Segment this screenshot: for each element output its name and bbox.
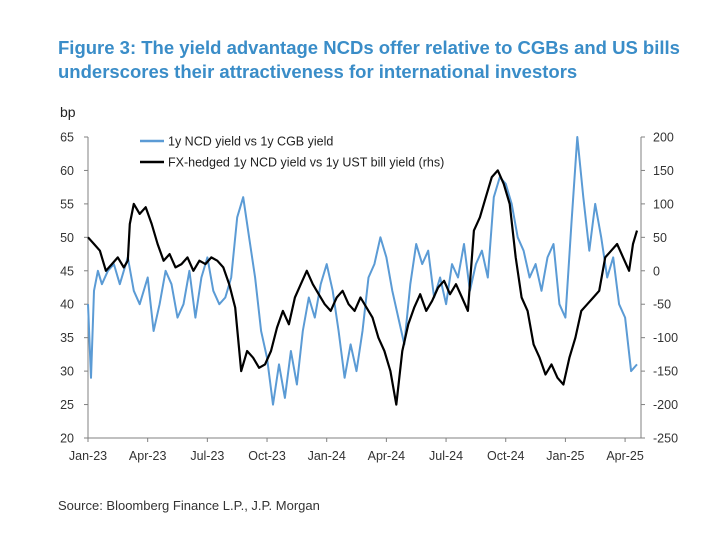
legend-label: 1y NCD yield vs 1y CGB yield bbox=[168, 135, 333, 149]
left-y-tick-label: 65 bbox=[60, 131, 74, 145]
right-y-tick-label: -50 bbox=[653, 298, 671, 312]
right-y-tick-label: -150 bbox=[653, 365, 678, 379]
line-chart: 20 25 30 35 40 45 50 55 60 65 -250 -200 -150 -100 -50 0… bbox=[60, 104, 678, 463]
right-y-tick-label: 50 bbox=[653, 231, 667, 245]
left-y-tick-label: 20 bbox=[60, 432, 74, 446]
x-tick-label: Jan-23 bbox=[69, 449, 107, 463]
right-y-tick-label: -250 bbox=[653, 432, 678, 446]
left-y-tick-label: 30 bbox=[60, 365, 74, 379]
left-y-tick-label: 50 bbox=[60, 231, 74, 245]
left-y-tick-label: 45 bbox=[60, 264, 74, 278]
series-line-fx-hedged-ncd-vs-ust bbox=[87, 169, 639, 406]
left-y-tick-label: 40 bbox=[60, 298, 74, 312]
x-tick-label: Apr-25 bbox=[606, 449, 644, 463]
x-tick-label: Jul-24 bbox=[429, 449, 463, 463]
source-note: Source: Bloomberg Finance L.P., J.P. Mor… bbox=[58, 498, 320, 513]
right-y-tick-label: 0 bbox=[653, 264, 660, 278]
left-y-tick-label: 35 bbox=[60, 331, 74, 345]
left-y-tick-label: 55 bbox=[60, 197, 74, 211]
right-y-tick-label: 150 bbox=[653, 164, 674, 178]
series-layer bbox=[87, 136, 639, 406]
chart-legend: 1y NCD yield vs 1y CGB yield FX-hedged 1y… bbox=[140, 135, 444, 170]
x-tick-label: Apr-24 bbox=[368, 449, 406, 463]
left-y-tick-label: 25 bbox=[60, 398, 74, 412]
right-y-tick-label: 200 bbox=[653, 131, 674, 145]
chart-title: Figure 3: The yield advantage NCDs offer… bbox=[58, 36, 698, 84]
left-y-axis-label: bp bbox=[60, 104, 76, 120]
x-tick-label: Jan-25 bbox=[546, 449, 584, 463]
legend-label: FX-hedged 1y NCD yield vs 1y UST bill yi… bbox=[168, 156, 444, 170]
x-tick-label: Apr-23 bbox=[129, 449, 167, 463]
chart-axes: 20 25 30 35 40 45 50 55 60 65 -250 -200 -150 -100 -50 0… bbox=[60, 104, 678, 463]
right-y-tick-label: -100 bbox=[653, 331, 678, 345]
x-tick-label: Jan-24 bbox=[308, 449, 346, 463]
right-y-tick-label: 100 bbox=[653, 197, 674, 211]
chart-title-line-2: underscores their attractiveness for int… bbox=[58, 61, 578, 82]
x-tick-label: Jul-23 bbox=[190, 449, 224, 463]
x-tick-label: Oct-23 bbox=[248, 449, 286, 463]
left-y-tick-label: 60 bbox=[60, 164, 74, 178]
right-y-tick-label: -200 bbox=[653, 398, 678, 412]
chart-title-line-1: Figure 3: The yield advantage NCDs offer… bbox=[58, 37, 680, 58]
x-tick-label: Oct-24 bbox=[487, 449, 525, 463]
series-line-ncd-vs-cgb bbox=[87, 136, 638, 406]
